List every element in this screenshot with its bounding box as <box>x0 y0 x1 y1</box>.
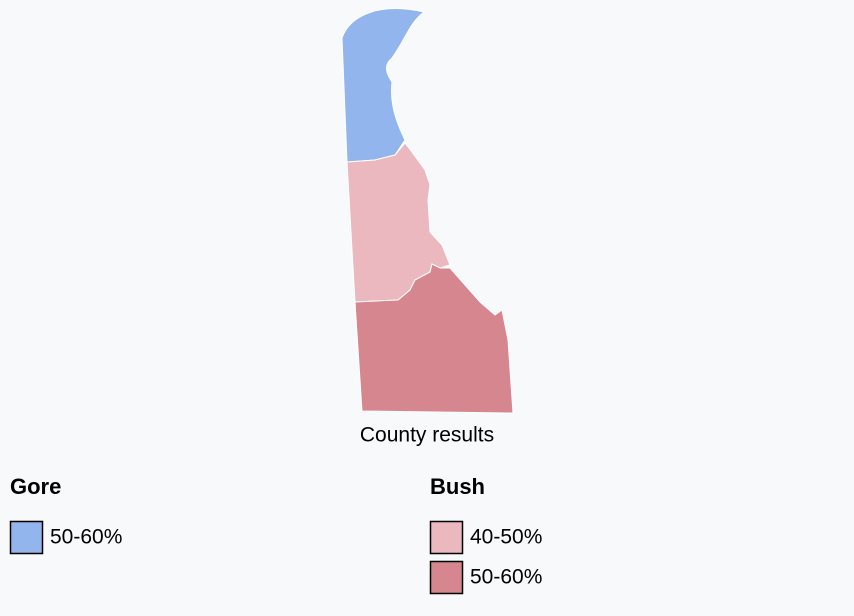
map <box>341 8 514 414</box>
legend-swatch <box>429 520 464 555</box>
legend-swatch <box>429 560 464 595</box>
legend-label: 50-60% <box>470 566 542 589</box>
legend-title: Gore <box>10 474 61 499</box>
county <box>341 8 426 163</box>
legend: Gore 50-60% Bush 40-50% 50-60% <box>9 474 542 595</box>
map-caption: County results <box>360 424 494 447</box>
legend-swatch <box>9 520 44 555</box>
county <box>354 263 514 414</box>
legend-label: 40-50% <box>470 526 542 549</box>
legend-label: 50-60% <box>50 526 122 549</box>
legend-title: Bush <box>430 474 485 499</box>
